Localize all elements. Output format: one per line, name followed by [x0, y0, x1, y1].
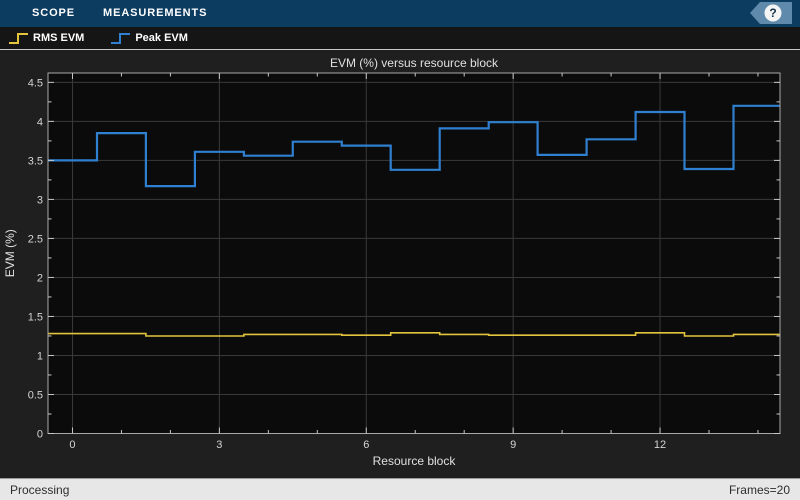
legend-label-peak-evm: Peak EVM — [135, 32, 188, 44]
help-button[interactable]: ? — [740, 1, 792, 25]
y-tick-label: 1.5 — [28, 311, 43, 323]
x-tick-label: 3 — [216, 439, 222, 451]
series-line-rms-evm — [48, 332, 780, 337]
peak-evm-stair-icon — [111, 33, 131, 44]
help-question-mark: ? — [769, 6, 776, 20]
help-icon — [764, 4, 782, 22]
legend-item-peak-evm[interactable]: Peak EVM — [110, 31, 188, 45]
y-tick-label: 0 — [37, 429, 43, 441]
y-axis-label: EVM (%) — [3, 229, 17, 277]
y-tick-label: 4 — [37, 116, 43, 128]
legend-label-rms-evm: RMS EVM — [33, 32, 85, 44]
tab-measurements[interactable]: MEASUREMENTS — [103, 7, 208, 19]
x-tick-label: 6 — [363, 439, 369, 451]
x-axis-label: Resource block — [373, 454, 457, 468]
x-tick-label: 12 — [654, 439, 666, 451]
figure-area: 0 3 6 9 12 0 0.5 1 1.5 2 2.5 3 3.5 4 4.5 EVM (%) versus… — [0, 51, 800, 478]
status-frames: Frames=20 — [728, 482, 790, 497]
axes-border — [47, 72, 781, 434]
legend: RMS EVM Peak EVM — [0, 27, 800, 50]
evm-chart[interactable]: 0 3 6 9 12 0 0.5 1 1.5 2 2.5 3 3.5 4 4.5 EVM (%) versus… — [0, 51, 800, 478]
legend-item-rms-evm[interactable]: RMS EVM — [8, 31, 84, 45]
status-bar: Processing Frames=20 — [0, 478, 800, 500]
y-tick-label: 3 — [37, 194, 43, 206]
tab-scope[interactable]: SCOPE — [32, 7, 76, 19]
y-tick-label: 4.5 — [28, 77, 43, 89]
y-tick-label: 2.5 — [28, 233, 43, 245]
chart-title: EVM (%) versus resource block — [330, 56, 499, 70]
y-tick-label: 2 — [37, 272, 43, 284]
rms-evm-stair-icon — [9, 33, 28, 44]
plot-background — [48, 73, 780, 434]
series-line-peak-evm — [48, 104, 780, 188]
y-tick-label: 1 — [37, 350, 43, 362]
y-tick-label: 3.5 — [28, 155, 43, 167]
x-tick-label: 9 — [510, 439, 516, 451]
status-processing: Processing — [10, 482, 70, 497]
y-tick-label: 0.5 — [28, 389, 43, 401]
x-tick-label: 0 — [69, 439, 75, 451]
toolstrip: SCOPE MEASUREMENTS ? — [0, 0, 800, 27]
